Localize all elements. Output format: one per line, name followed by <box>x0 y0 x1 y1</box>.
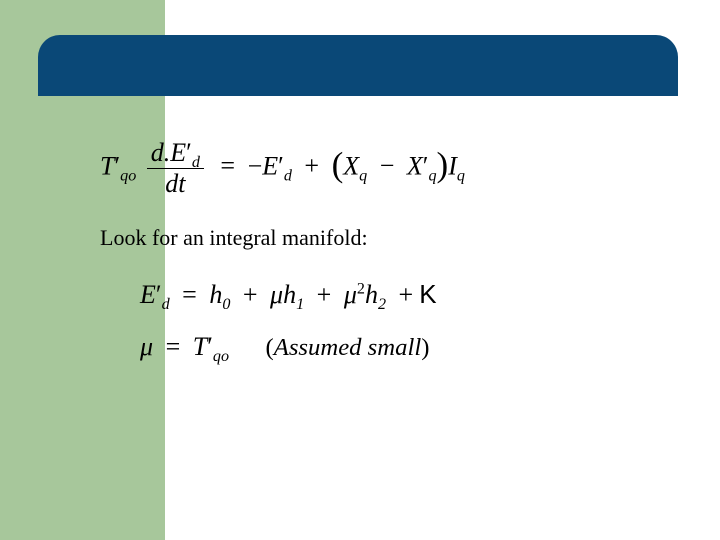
equation-1: T′qo d.E′d dt = −E′d + (Xq − X′q)Iq <box>100 140 660 197</box>
eq2-mu1: μ <box>270 280 283 309</box>
eq1-Ed-sub: d <box>284 168 292 185</box>
eq1-rparen: ) <box>437 147 449 182</box>
eq1-lparen: ( <box>332 147 344 182</box>
eq1-Xqp-sub: q <box>428 168 436 185</box>
eq2-plus3: + <box>399 280 414 309</box>
eq2-h2-sub: 2 <box>378 296 386 313</box>
eq3-T: T <box>193 332 207 361</box>
eq1-Iq-sub: q <box>457 168 465 185</box>
equation-2: E′d = h0 + μh1 + μ2h2 +K <box>140 281 660 308</box>
eq2-h2: h <box>365 280 378 309</box>
eq1-plus: + <box>304 151 319 180</box>
eq2-h1: h <box>283 280 296 309</box>
eq1-minus: − <box>380 151 395 180</box>
eq1-fraction: d.E′d dt <box>147 140 204 197</box>
eq2-lhs-sub: d <box>162 296 170 313</box>
eq2-mu2: μ <box>344 280 357 309</box>
eq2-mu2-sup: 2 <box>357 280 365 297</box>
text-look-for-manifold: Look for an integral manifold: <box>100 225 660 251</box>
eq2-trailing: K <box>419 279 436 309</box>
eq1-neg: − <box>248 151 263 180</box>
content-area: T′qo d.E′d dt = −E′d + (Xq − X′q)Iq Look… <box>100 140 660 389</box>
eq2-lhs-E: E <box>140 280 156 309</box>
eq1-coeff-sub: qo <box>120 168 136 185</box>
eq3-note: (Assumed small) <box>266 334 430 361</box>
eq2-h0-sub: 0 <box>222 296 230 313</box>
eq2-plus2: + <box>317 280 332 309</box>
eq1-den: dt <box>147 171 204 197</box>
eq1-coeff-T: T <box>100 151 114 180</box>
eq1-Xq-sub: q <box>359 168 367 185</box>
title-bar <box>38 35 678 93</box>
eq3-note-rparen: ) <box>421 334 429 361</box>
title-rule <box>38 93 678 96</box>
eq2-h1-sub: 1 <box>296 296 304 313</box>
eq3-sub: qo <box>213 348 229 365</box>
slide: T′qo d.E′d dt = −E′d + (Xq − X′q)Iq Look… <box>0 0 720 540</box>
eq1-num-E: E <box>170 138 186 167</box>
equation-3: μ = T′qo (Assumed small) <box>140 334 660 361</box>
eq1-Ed-var: E <box>262 151 278 180</box>
eq2-h0: h <box>209 280 222 309</box>
eq3-note-lparen: ( <box>266 334 274 361</box>
eq1-num-d: d. <box>151 138 171 167</box>
eq1-Iq-var: I <box>448 151 457 180</box>
eq1-num-sub: d <box>192 154 200 171</box>
eq1-Xq-var: X <box>343 151 359 180</box>
eq2-plus1: + <box>243 280 258 309</box>
eq2-equals: = <box>182 280 197 309</box>
eq3-equals: = <box>166 332 181 361</box>
eq1-Xqp-var: X <box>407 151 423 180</box>
eq1-equals: = <box>220 151 235 180</box>
eq3-note-text: Assumed small <box>274 334 421 361</box>
eq3-mu: μ <box>140 332 153 361</box>
